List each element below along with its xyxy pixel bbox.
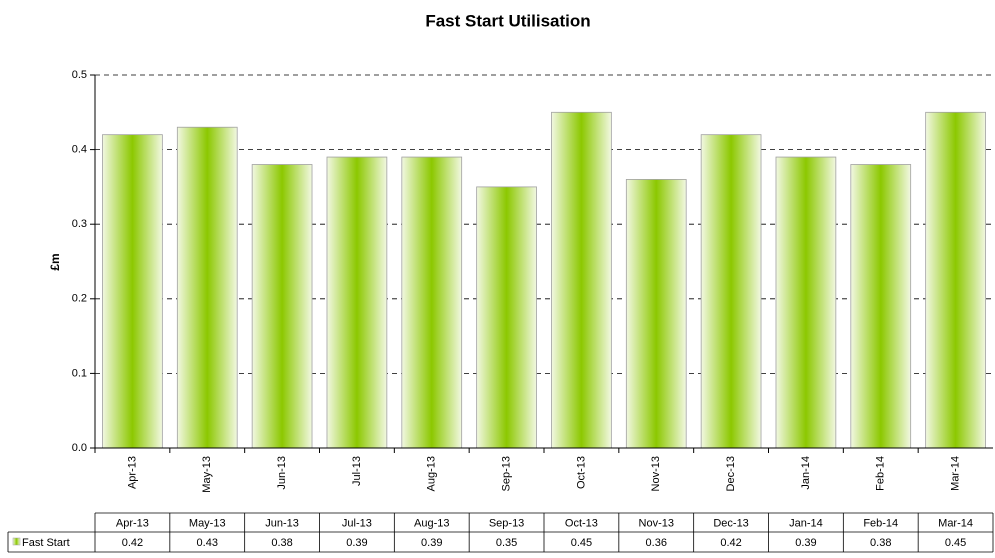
- bar: [102, 134, 163, 449]
- y-tick-label: 0.3: [72, 218, 87, 230]
- x-tick-label: Jan-14: [800, 456, 812, 490]
- table-header: Mar-14: [938, 517, 973, 529]
- table-header: Jun-13: [265, 517, 299, 529]
- x-tick-label: Nov-13: [650, 456, 662, 491]
- y-tick-label: 0.2: [72, 293, 87, 305]
- bar: [700, 134, 762, 449]
- table-value: 0.43: [197, 537, 218, 549]
- table-header: Dec-13: [713, 517, 748, 529]
- table-value: 0.39: [346, 537, 367, 549]
- y-tick-label: 0.4: [72, 144, 87, 156]
- table-header: Apr-13: [116, 517, 149, 529]
- x-tick-label: Sep-13: [500, 456, 512, 491]
- bar: [251, 164, 313, 449]
- x-tick-label: Aug-13: [426, 456, 438, 491]
- y-tick-label: 0.1: [72, 367, 87, 379]
- x-tick-label: May-13: [201, 456, 213, 493]
- table-value: 0.45: [571, 537, 592, 549]
- bar: [625, 179, 687, 449]
- x-tick-label: Oct-13: [575, 456, 587, 489]
- table-header: Aug-13: [414, 517, 449, 529]
- table-value: 0.42: [122, 537, 143, 549]
- table-value: 0.42: [720, 537, 741, 549]
- table-value: 0.45: [945, 537, 966, 549]
- table-header: Feb-14: [863, 517, 898, 529]
- x-tick-label: Dec-13: [725, 456, 737, 491]
- bar: [176, 126, 238, 449]
- bar: [850, 164, 912, 449]
- y-axis-title: £m: [48, 253, 62, 270]
- x-tick-label: Apr-13: [126, 456, 138, 489]
- table-value: 0.35: [496, 537, 517, 549]
- bar: [775, 156, 837, 449]
- table-value: 0.39: [421, 537, 442, 549]
- table-value: 0.38: [870, 537, 891, 549]
- chart-title: Fast Start Utilisation: [425, 11, 590, 30]
- x-tick-label: Jun-13: [276, 456, 288, 490]
- legend-label: Fast Start: [22, 537, 70, 549]
- y-tick-label: 0.5: [72, 69, 87, 81]
- table-header: Jul-13: [342, 517, 372, 529]
- table-value: 0.39: [795, 537, 816, 549]
- bar: [476, 186, 537, 449]
- legend-swatch: [12, 537, 21, 546]
- table-header: Oct-13: [565, 517, 598, 529]
- bar: [401, 156, 463, 449]
- y-tick-label: 0.0: [72, 442, 87, 454]
- table-value: 0.36: [646, 537, 667, 549]
- x-tick-label: Feb-14: [875, 456, 887, 491]
- x-tick-label: Mar-14: [949, 456, 961, 491]
- table-header: May-13: [189, 517, 226, 529]
- bar: [925, 111, 986, 449]
- table-value: 0.38: [271, 537, 292, 549]
- bar: [551, 111, 612, 449]
- table-header: Sep-13: [489, 517, 524, 529]
- table-header: Jan-14: [789, 517, 823, 529]
- x-tick-label: Jul-13: [351, 456, 363, 486]
- bar: [326, 156, 388, 449]
- table-header: Nov-13: [639, 517, 674, 529]
